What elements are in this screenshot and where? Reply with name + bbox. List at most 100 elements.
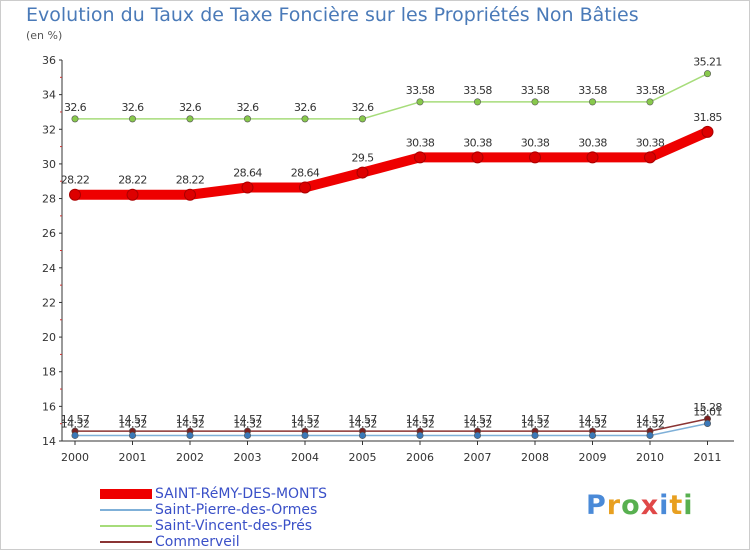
data-label: 28.22 bbox=[61, 174, 90, 187]
chart-subtitle: (en %) bbox=[26, 29, 63, 42]
y-tick-label: 26 bbox=[42, 227, 56, 240]
series-line-1 bbox=[74, 418, 709, 432]
data-point bbox=[416, 98, 424, 106]
logo-letter: r bbox=[606, 490, 622, 521]
y-tick-label: 24 bbox=[42, 262, 56, 275]
data-point bbox=[588, 431, 596, 439]
data-label: 14.32 bbox=[233, 417, 262, 430]
data-label: 33.58 bbox=[406, 84, 435, 97]
data-label: 33.58 bbox=[463, 84, 492, 97]
data-label: 14.32 bbox=[61, 417, 90, 430]
x-tick-label: 2008 bbox=[521, 451, 549, 464]
data-label: 14.32 bbox=[118, 417, 147, 430]
y-tick-label: 34 bbox=[42, 89, 56, 102]
x-tick-label: 2006 bbox=[406, 451, 434, 464]
data-label: 14.32 bbox=[578, 417, 607, 430]
data-label: 14.32 bbox=[348, 417, 377, 430]
x-tick-label: 2005 bbox=[349, 451, 377, 464]
data-label: 32.6 bbox=[351, 101, 374, 114]
data-point bbox=[241, 181, 254, 194]
data-point bbox=[471, 151, 484, 164]
x-tick-label: 2007 bbox=[464, 451, 492, 464]
legend-label: Saint-Pierre-des-Ormes bbox=[155, 502, 318, 518]
x-tick-label: 2011 bbox=[694, 451, 722, 464]
data-label: 32.6 bbox=[121, 101, 144, 114]
y-tick-label: 22 bbox=[42, 296, 56, 309]
data-label: 14.32 bbox=[636, 417, 665, 430]
data-point bbox=[531, 431, 539, 439]
data-label: 31.85 bbox=[693, 111, 722, 124]
data-point bbox=[186, 115, 194, 123]
data-label: 30.38 bbox=[578, 136, 607, 149]
chart-title: Evolution du Taux de Taxe Foncière sur l… bbox=[26, 4, 639, 26]
data-label: 14.57 bbox=[406, 413, 435, 426]
data-point bbox=[244, 115, 252, 123]
data-label: 15.28 bbox=[693, 401, 722, 414]
data-label: 33.58 bbox=[521, 84, 550, 97]
data-point bbox=[703, 70, 711, 78]
y-tick-label: 30 bbox=[42, 158, 56, 171]
logo-letter: i bbox=[683, 490, 694, 521]
data-point bbox=[69, 188, 81, 201]
x-tick-label: 2004 bbox=[291, 451, 319, 464]
y-tick-label: 16 bbox=[42, 400, 56, 413]
data-label: 14.32 bbox=[463, 417, 492, 430]
data-label: 15.01 bbox=[693, 406, 722, 419]
data-point bbox=[301, 431, 309, 439]
x-tick-label: 2009 bbox=[579, 451, 607, 464]
data-label: 28.22 bbox=[176, 174, 205, 187]
data-point bbox=[414, 151, 426, 164]
data-point bbox=[358, 115, 366, 123]
data-label: 14.57 bbox=[176, 413, 205, 426]
data-point bbox=[644, 151, 656, 164]
data-point bbox=[299, 181, 311, 194]
logo-letter: o bbox=[621, 490, 641, 521]
series-line-2 bbox=[74, 422, 709, 437]
data-point bbox=[473, 431, 481, 439]
data-point bbox=[588, 98, 596, 106]
y-tick-label: 36 bbox=[42, 54, 56, 67]
data-point bbox=[703, 420, 711, 428]
data-label: 32.6 bbox=[179, 101, 202, 114]
data-label: 35.21 bbox=[693, 56, 722, 69]
data-label: 28.64 bbox=[291, 166, 320, 179]
data-label: 28.22 bbox=[118, 174, 147, 187]
data-point bbox=[358, 431, 366, 439]
legend-label: Commerveil bbox=[155, 534, 240, 550]
data-point bbox=[586, 151, 599, 164]
data-label: 14.57 bbox=[291, 413, 320, 426]
logo-letter: x bbox=[640, 490, 660, 521]
x-tick-label: 2010 bbox=[636, 451, 664, 464]
data-label: 30.38 bbox=[521, 136, 550, 149]
legend-label: SAINT-RéMY-DES-MONTS bbox=[155, 486, 327, 502]
data-point bbox=[71, 431, 79, 439]
logo-letter: P bbox=[586, 490, 607, 521]
data-point bbox=[301, 115, 309, 123]
legend-swatch bbox=[100, 525, 152, 527]
data-point bbox=[531, 98, 539, 106]
data-label: 32.6 bbox=[236, 101, 259, 114]
data-point bbox=[529, 151, 541, 164]
legend-swatch bbox=[100, 509, 152, 511]
data-label: 30.38 bbox=[636, 136, 665, 149]
data-point bbox=[126, 188, 139, 201]
y-tick-label: 18 bbox=[42, 366, 56, 379]
series-line-0 bbox=[74, 72, 709, 120]
data-point bbox=[186, 431, 194, 439]
data-point bbox=[71, 115, 79, 123]
data-label: 33.58 bbox=[578, 84, 607, 97]
y-tick-label: 28 bbox=[42, 193, 56, 206]
data-label: 28.64 bbox=[233, 166, 262, 179]
data-label: 33.58 bbox=[636, 84, 665, 97]
data-point bbox=[416, 431, 424, 439]
data-point bbox=[244, 431, 252, 439]
data-label: 14.57 bbox=[521, 413, 550, 426]
legend-swatch bbox=[100, 489, 152, 499]
data-point bbox=[701, 125, 714, 138]
data-label: 14.57 bbox=[636, 413, 665, 426]
x-tick-label: 2001 bbox=[119, 451, 147, 464]
data-label: 14.57 bbox=[463, 413, 492, 426]
data-point bbox=[356, 166, 369, 179]
data-label: 30.38 bbox=[406, 136, 435, 149]
